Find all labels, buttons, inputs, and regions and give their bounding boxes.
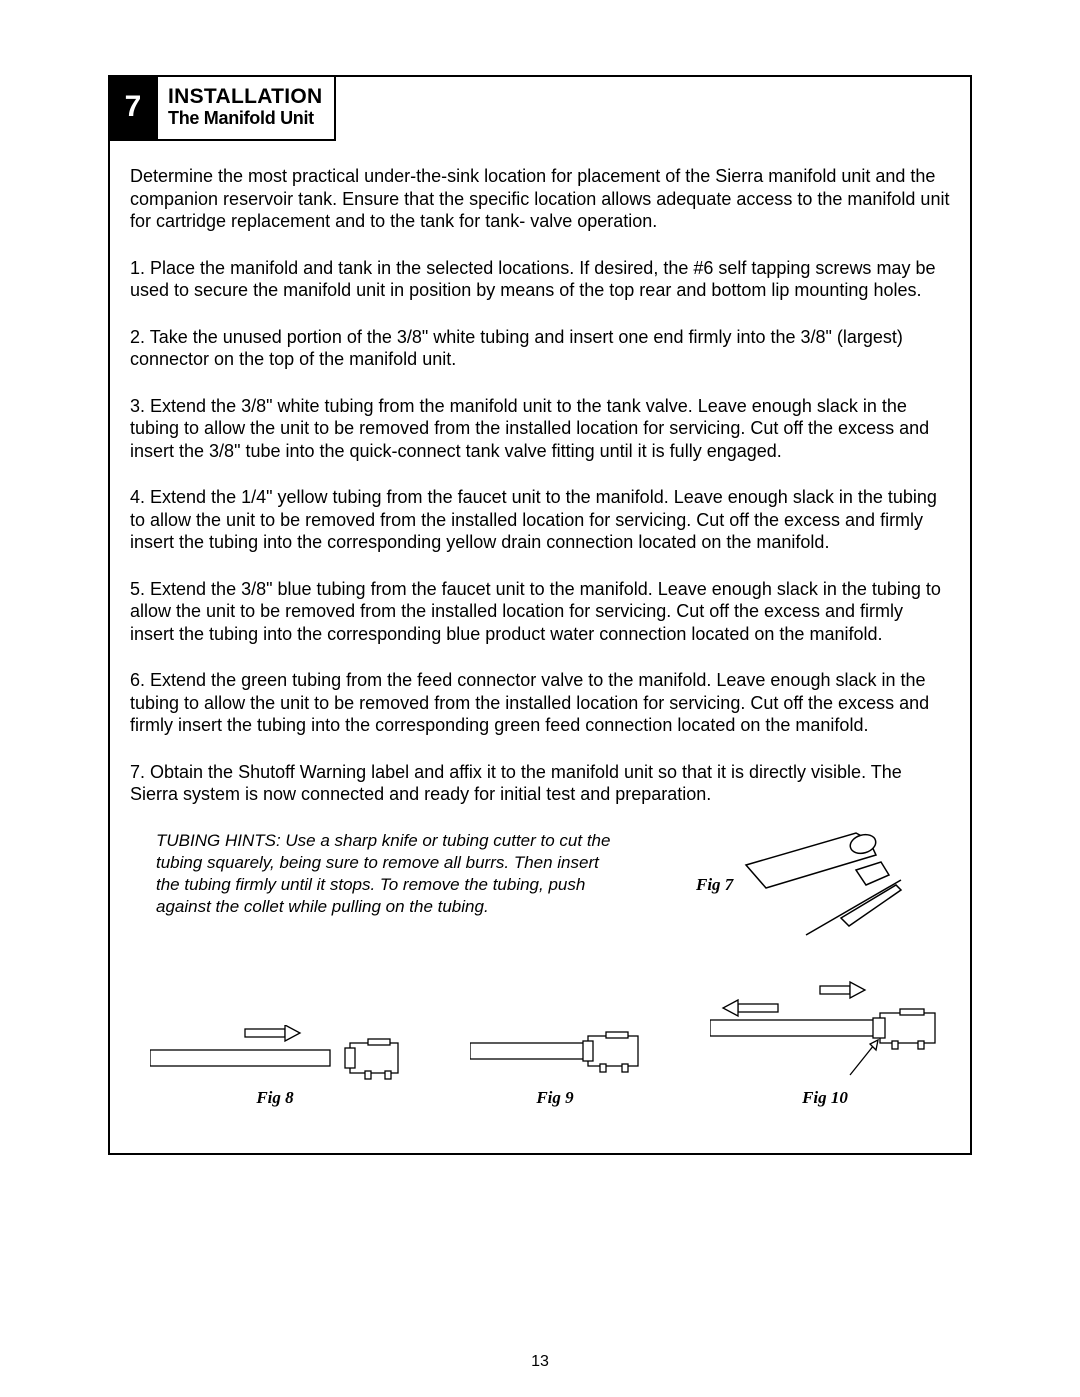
paragraph-step-7: 7. Obtain the Shutoff Warning label and … (130, 761, 950, 806)
figure-10-block: Fig 10 (710, 980, 940, 1108)
figure-9-illustration (470, 1025, 640, 1080)
paragraph-step-4: 4. Extend the 1/4" yellow tubing from th… (130, 486, 950, 554)
figure-9-block: Fig 9 (470, 1025, 640, 1108)
figures-row: Fig 8 Fig 9 (110, 940, 970, 1108)
section-title-block: INSTALLATION The Manifold Unit (158, 75, 332, 139)
body-text: Determine the most practical under-the-s… (110, 141, 970, 806)
page: 7 INSTALLATION The Manifold Unit Determi… (0, 0, 1080, 1397)
tubing-hints-text: TUBING HINTS: Use a sharp knife or tubin… (156, 830, 626, 918)
paragraph-step-3: 3. Extend the 3/8" white tubing from the… (130, 395, 950, 463)
figure-7-label: Fig 7 (696, 875, 733, 895)
figure-7-block: Fig 7 (696, 830, 906, 940)
section-subtitle: The Manifold Unit (168, 108, 322, 130)
figure-9-label: Fig 9 (536, 1088, 573, 1108)
section-title: INSTALLATION (168, 85, 322, 108)
content-frame: 7 INSTALLATION The Manifold Unit Determi… (108, 75, 972, 1155)
paragraph-step-2: 2. Take the unused portion of the 3/8" w… (130, 326, 950, 371)
figure-8-illustration (150, 1025, 400, 1080)
tubing-hints-row: TUBING HINTS: Use a sharp knife or tubin… (110, 830, 970, 940)
section-number: 7 (108, 75, 158, 139)
paragraph-step-1: 1. Place the manifold and tank in the se… (130, 257, 950, 302)
figure-8-block: Fig 8 (150, 1025, 400, 1108)
paragraph-step-5: 5. Extend the 3/8" blue tubing from the … (130, 578, 950, 646)
page-number: 13 (0, 1353, 1080, 1371)
figure-8-label: Fig 8 (256, 1088, 293, 1108)
paragraph-intro: Determine the most practical under-the-s… (130, 165, 950, 233)
figure-10-label: Fig 10 (802, 1088, 848, 1108)
figure-7-illustration (741, 830, 906, 940)
section-header: 7 INSTALLATION The Manifold Unit (108, 75, 336, 141)
figure-10-illustration (710, 980, 940, 1080)
paragraph-step-6: 6. Extend the green tubing from the feed… (130, 669, 950, 737)
